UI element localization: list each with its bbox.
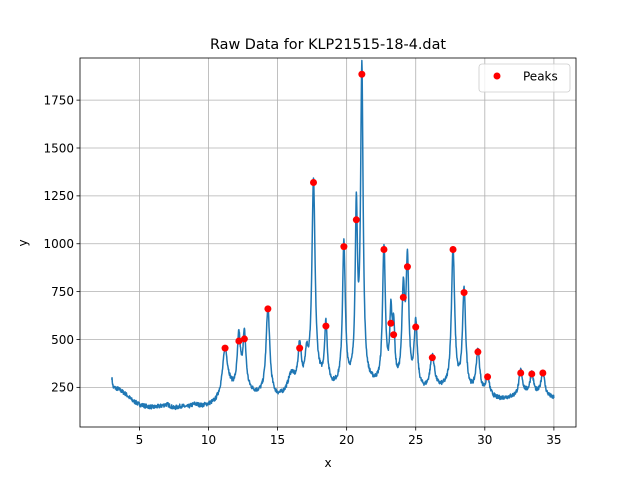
legend-peaks-label: Peaks: [523, 70, 558, 84]
y-tick-label: 1750: [43, 93, 74, 107]
peak-marker: [235, 337, 243, 345]
peak-marker: [399, 293, 407, 301]
peak-marker: [264, 305, 272, 313]
y-axis-ticks: 250 500 750 1000 1250 1500 1750: [43, 93, 80, 395]
raw-data-line: [111, 59, 555, 411]
x-axis-ticks: 5 10 15 20 25 30 35: [136, 427, 562, 447]
peak-marker: [460, 289, 468, 297]
grid-lines: [80, 58, 576, 427]
legend-box: [478, 63, 571, 93]
peak-marker: [240, 335, 248, 343]
x-tick-label: 30: [477, 433, 492, 447]
y-tick-label: 1250: [43, 189, 74, 203]
legend-peaks-marker: [493, 72, 501, 80]
peak-marker: [474, 348, 482, 356]
peak-marker: [449, 245, 457, 253]
peak-marker: [517, 369, 525, 377]
x-tick-label: 35: [546, 433, 561, 447]
y-tick-label: 250: [51, 381, 74, 395]
peak-marker: [387, 319, 395, 327]
peak-marker: [528, 370, 536, 378]
peak-marker: [322, 322, 330, 330]
peak-marker: [380, 245, 388, 253]
x-tick-label: 10: [201, 433, 216, 447]
peak-marker: [390, 331, 398, 339]
peak-marker: [358, 70, 366, 78]
peak-marker: [296, 344, 304, 352]
peak-marker: [403, 263, 411, 271]
peak-marker: [309, 178, 317, 186]
peak-marker: [221, 344, 229, 352]
x-axis-label: x: [324, 456, 331, 470]
peak-marker: [412, 323, 420, 331]
peak-marker: [340, 243, 348, 251]
x-tick-label: 25: [408, 433, 423, 447]
chart-title: Raw Data for KLP21515-18-4.dat: [210, 37, 446, 53]
y-axis-label: y: [16, 239, 30, 246]
peak-marker: [428, 354, 436, 362]
x-tick-label: 5: [136, 433, 144, 447]
peak-marker: [484, 373, 492, 381]
y-tick-label: 750: [51, 285, 74, 299]
axes-frame: [79, 57, 577, 428]
y-tick-label: 500: [51, 333, 74, 347]
plot-area: [111, 59, 555, 411]
legend: Peaks: [478, 63, 571, 93]
peak-marker: [539, 369, 547, 377]
y-tick-label: 1500: [43, 141, 74, 155]
x-tick-label: 15: [270, 433, 285, 447]
x-tick-label: 20: [339, 433, 354, 447]
peak-marker: [352, 216, 360, 224]
y-tick-label: 1000: [43, 237, 74, 251]
